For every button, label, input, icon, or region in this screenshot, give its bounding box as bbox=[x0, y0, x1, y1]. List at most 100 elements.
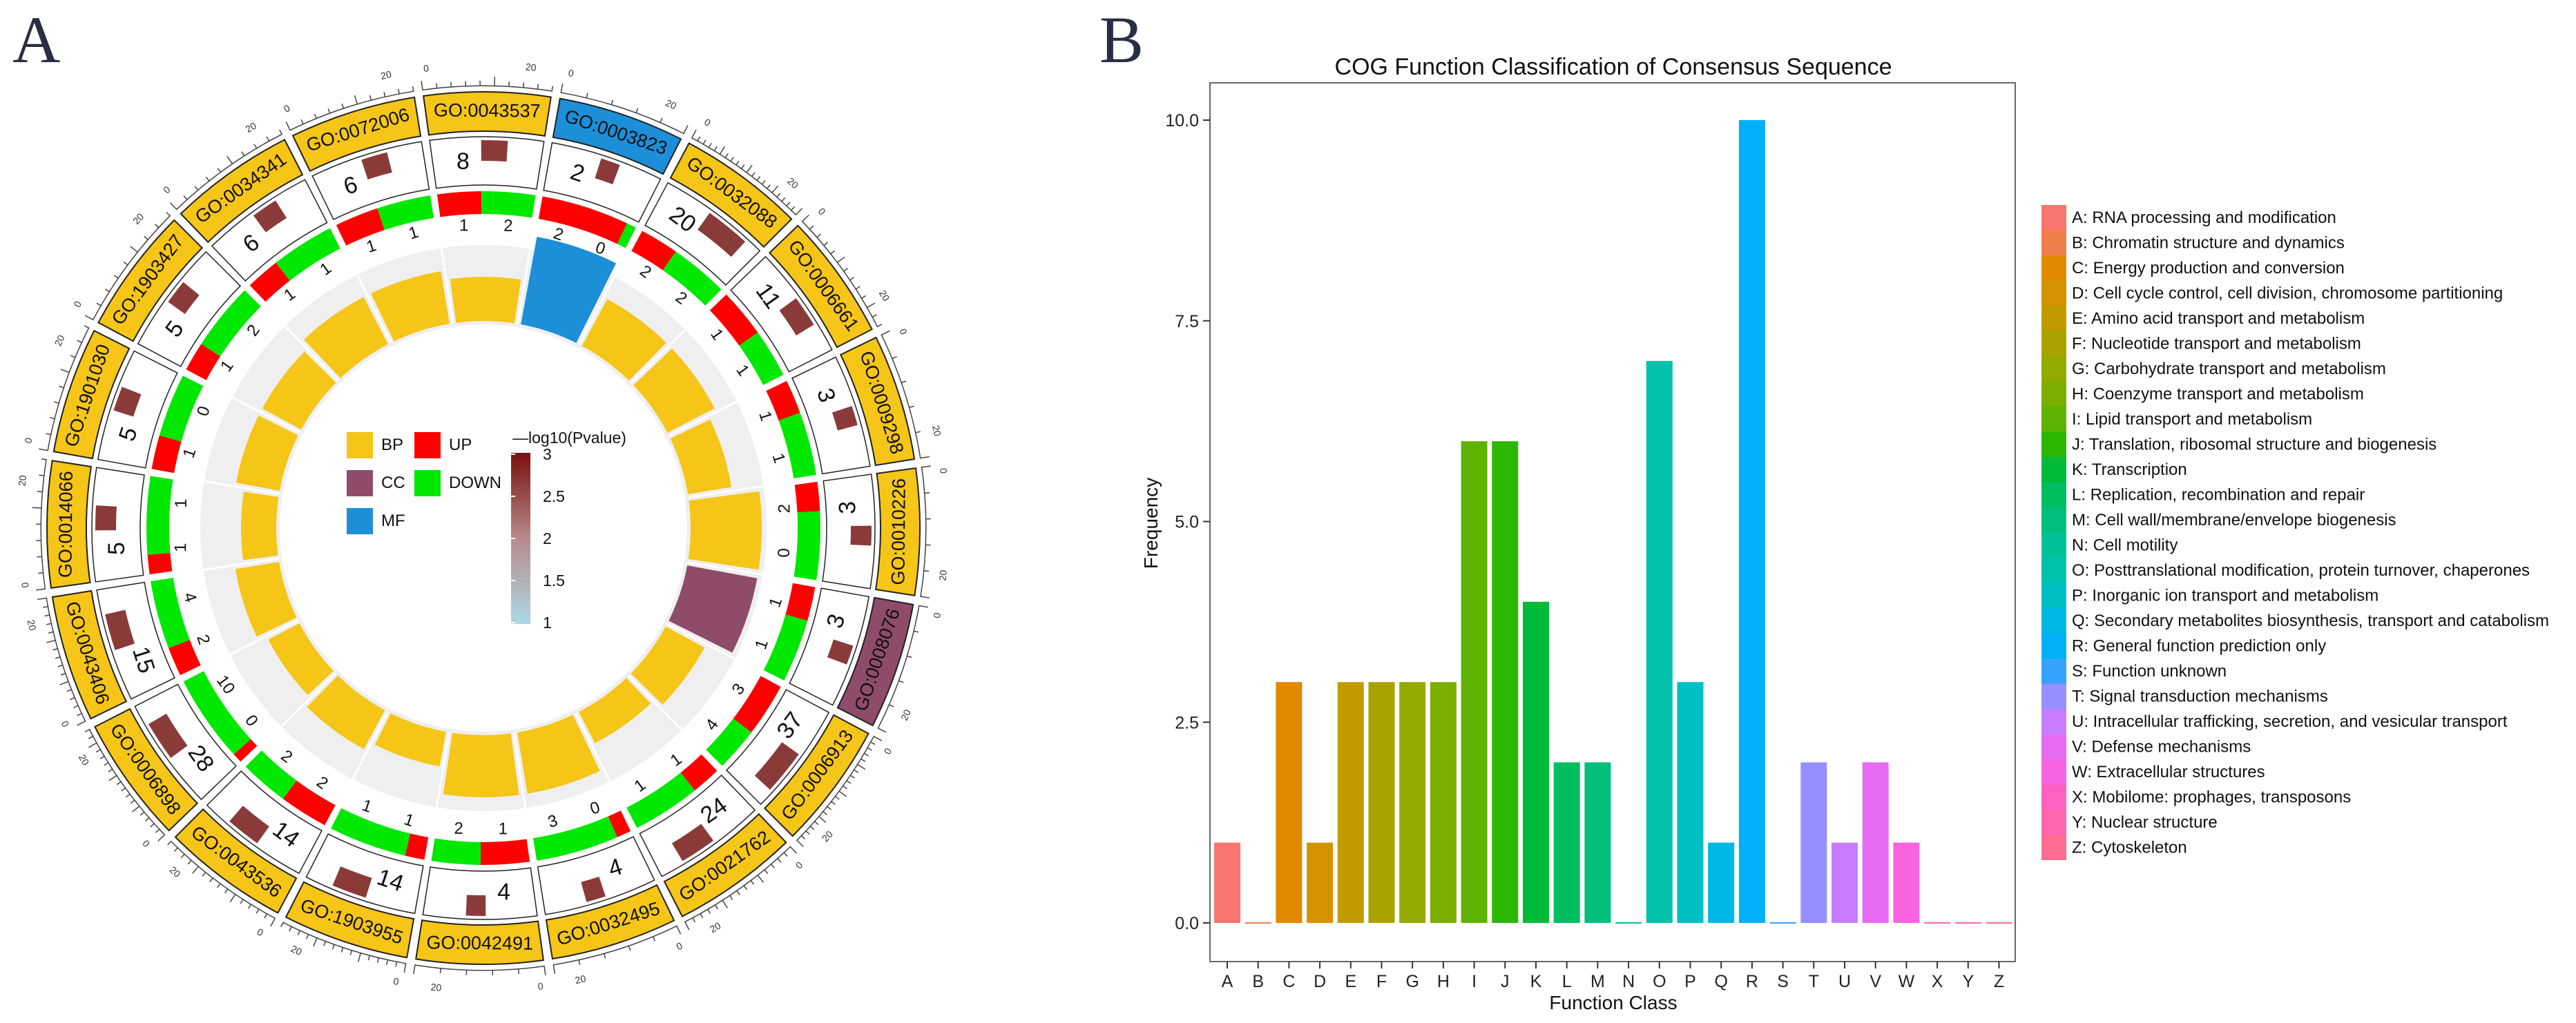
sector-divider bbox=[440, 248, 454, 324]
legend-entry: K: Transcription bbox=[2072, 460, 2187, 479]
down-segment bbox=[617, 223, 636, 249]
tick-mark bbox=[39, 474, 45, 476]
tick-mark bbox=[560, 84, 564, 94]
count-cell bbox=[422, 866, 538, 920]
x-tick-label: N bbox=[1622, 972, 1635, 991]
legend-entry: D: Cell cycle control, cell division, ch… bbox=[2072, 284, 2503, 303]
tick-mark bbox=[863, 752, 869, 757]
tick-mark bbox=[88, 735, 94, 739]
legend-key bbox=[2041, 482, 2066, 507]
down-segment bbox=[778, 412, 816, 479]
tick-mark bbox=[84, 315, 94, 321]
up-segment bbox=[282, 780, 336, 826]
up-segment bbox=[249, 262, 290, 302]
down-segment bbox=[377, 195, 434, 231]
tick-mark bbox=[796, 839, 804, 848]
legend-entry: A: RNA processing and modification bbox=[2072, 208, 2336, 227]
up-count-label: 0 bbox=[241, 712, 262, 730]
down-count-label: 2 bbox=[672, 288, 691, 309]
enrichment-bar bbox=[268, 623, 334, 696]
tick-mark bbox=[36, 588, 46, 591]
go-id-cell bbox=[763, 714, 869, 837]
enrichment-bar bbox=[371, 271, 450, 342]
legend-swatch-mf bbox=[347, 508, 373, 534]
x-tick-label: G bbox=[1405, 972, 1419, 991]
legend-entry: I: Lipid transport and metabolism bbox=[2072, 410, 2312, 429]
tick-mark bbox=[77, 720, 86, 726]
legend-label-cc: CC bbox=[381, 474, 405, 492]
down-count-label: 4 bbox=[180, 590, 200, 605]
tick-mark bbox=[205, 177, 210, 182]
enrichment-bar bbox=[304, 297, 388, 378]
up-segment bbox=[168, 640, 201, 676]
count-cell bbox=[639, 774, 756, 877]
legend-key bbox=[2041, 558, 2066, 583]
tick-mark bbox=[169, 202, 177, 211]
up-segment bbox=[233, 739, 258, 762]
bar-l bbox=[1553, 762, 1580, 923]
gradient-tick-label: 2.5 bbox=[543, 487, 565, 505]
tick-scale-label: 20 bbox=[877, 288, 892, 303]
tick-mark bbox=[77, 712, 83, 717]
tick-scale-label: 0 bbox=[702, 116, 713, 128]
legend-key bbox=[2041, 759, 2066, 785]
go-id-cell bbox=[836, 596, 914, 727]
enrichment-bar bbox=[579, 678, 651, 743]
enrichment-bar bbox=[450, 277, 521, 324]
x-tick-label: T bbox=[1809, 972, 1819, 991]
down-segment bbox=[331, 808, 411, 856]
down-count-label: 1 bbox=[631, 775, 650, 796]
tick-mark bbox=[659, 117, 663, 124]
legend-entry: C: Energy production and conversion bbox=[2072, 259, 2345, 277]
legend-key bbox=[2041, 583, 2066, 608]
legend-entry: W: Extracellular structures bbox=[2072, 763, 2265, 781]
count-cell bbox=[543, 142, 662, 223]
tick-mark bbox=[70, 355, 76, 358]
tick-mark bbox=[123, 261, 128, 266]
tick-mark bbox=[809, 225, 814, 231]
up-count-label: 1 bbox=[667, 750, 686, 770]
tick-mark bbox=[217, 168, 222, 173]
tick-mark bbox=[918, 605, 928, 608]
tick-scale-label: 20 bbox=[430, 981, 442, 993]
legend-entry: L: Replication, recombination and repair bbox=[2072, 486, 2365, 505]
count-bar bbox=[581, 876, 606, 902]
go-id-cell bbox=[94, 708, 199, 832]
legend-key bbox=[2041, 507, 2066, 533]
go-id-label: GO:0042491 bbox=[426, 932, 533, 953]
sector-divider bbox=[575, 712, 611, 782]
tick-mark bbox=[789, 846, 798, 854]
up-count-label: 1 bbox=[280, 284, 299, 305]
down-count-label: 10 bbox=[213, 672, 238, 697]
sector-divider bbox=[435, 732, 450, 808]
tick-mark bbox=[920, 596, 930, 598]
tick-mark bbox=[826, 806, 832, 810]
tick-mark bbox=[814, 820, 819, 826]
tick-mark bbox=[227, 156, 233, 165]
bar-i bbox=[1461, 441, 1488, 923]
tick-scale-label: 0 bbox=[537, 980, 544, 992]
legend-entry: Z: Cytoskeleton bbox=[2072, 839, 2187, 857]
go-id-cell bbox=[285, 881, 415, 959]
sector-divider bbox=[687, 561, 763, 576]
legend-entry: F: Nucleotide transport and metabolism bbox=[2072, 335, 2361, 353]
tick-mark bbox=[240, 898, 244, 904]
count-bar bbox=[95, 505, 117, 531]
tick-scale-label: 0 bbox=[897, 327, 910, 336]
tick-mark bbox=[652, 935, 656, 942]
tick-mark bbox=[46, 639, 57, 643]
tick-mark bbox=[403, 962, 407, 973]
tick-mark bbox=[57, 664, 64, 668]
tick-scale-label: 20 bbox=[525, 61, 537, 73]
tick-mark bbox=[131, 805, 140, 812]
count-cell bbox=[137, 251, 242, 367]
down-segment bbox=[431, 838, 481, 865]
x-tick-label: Z bbox=[1994, 972, 2004, 991]
sector-divider bbox=[229, 619, 299, 656]
tick-scale-label: 0 bbox=[568, 67, 575, 79]
tick-axis bbox=[422, 85, 552, 92]
bar-m bbox=[1584, 762, 1611, 923]
